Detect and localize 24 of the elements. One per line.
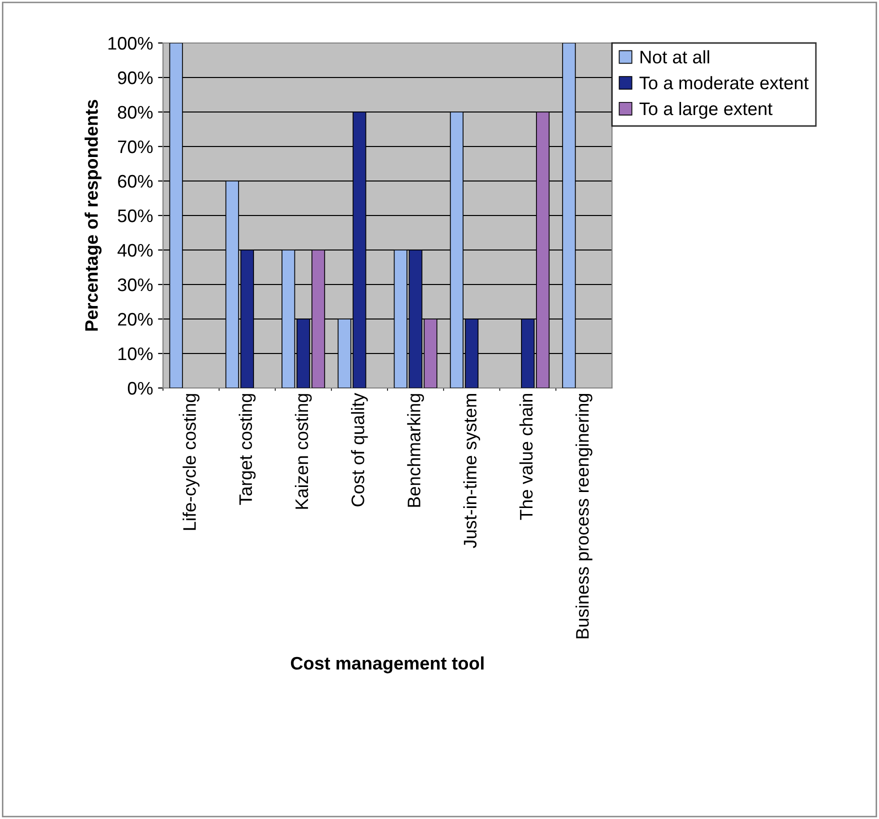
y-tick-label: 80%	[118, 106, 153, 119]
y-tick-label: 40%	[118, 244, 153, 257]
y-axis-title: Percentage of respondents	[84, 100, 102, 331]
y-tick-label: 20%	[118, 312, 153, 326]
legend-label: To a moderate extent	[639, 76, 809, 90]
x-tick-label: Target costing	[238, 394, 256, 505]
y-tick-label: 50%	[118, 209, 153, 222]
x-tick-label: The value chain	[519, 394, 533, 520]
x-tick-label: Kaizen costing	[294, 394, 312, 509]
x-tick-label: Cost of quality	[351, 392, 368, 506]
y-tick-label: 100%	[108, 36, 153, 50]
x-tick-label: Just-in-time system	[463, 394, 480, 548]
x-axis-title: Cost management tool	[290, 656, 484, 674]
legend-label: Not at all	[640, 50, 710, 64]
legend-label: To a large extent	[639, 102, 772, 119]
y-tick-label: 70%	[118, 140, 153, 154]
y-tick-label: 0%	[128, 382, 153, 395]
y-tick-label: 60%	[118, 174, 153, 188]
y-tick-label: 90%	[118, 71, 153, 84]
x-tick-label: Business process reenginering	[576, 394, 592, 638]
y-tick-label: 10%	[118, 347, 153, 360]
x-tick-label: Benchmarking	[407, 394, 424, 507]
x-tick-label: Life-cycle costing	[182, 394, 200, 530]
y-tick-label: 30%	[118, 278, 153, 292]
